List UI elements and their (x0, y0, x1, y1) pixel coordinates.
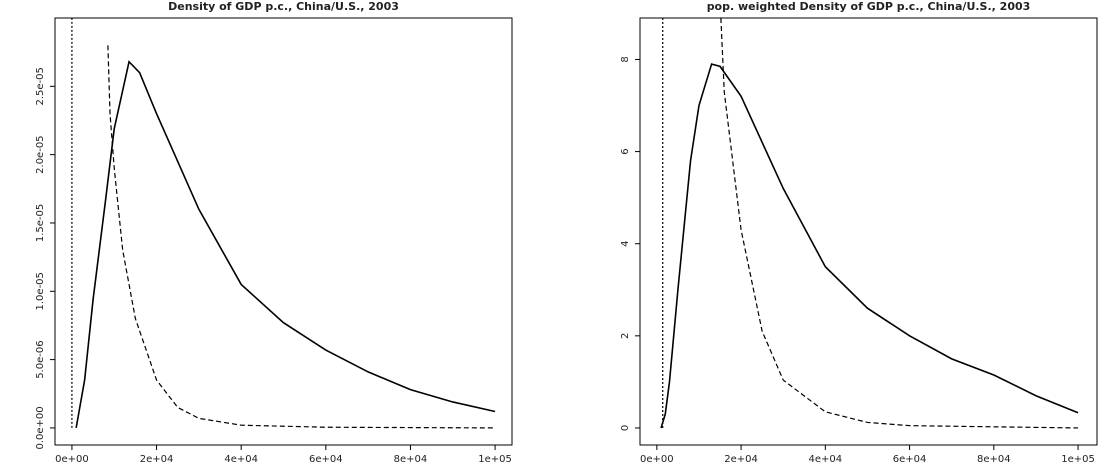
series-group (71, 18, 496, 429)
x-tick-label: 2e+04 (140, 454, 174, 465)
chart-title: pop. weighted Density of GDP p.c., China… (707, 0, 1031, 13)
chart-title: Density of GDP p.c., China/U.S., 2003 (168, 0, 399, 13)
x-tick-label: 0e+00 (55, 454, 89, 465)
y-tick-label: 0.0e+00 (35, 406, 46, 449)
y-tick-label: 1.0e-05 (35, 272, 46, 310)
x-tick-label: 1e+05 (1061, 454, 1095, 465)
y-tick-label: 6 (620, 148, 631, 154)
x-tick-label: 4e+04 (809, 454, 843, 465)
x-tick-label: 6e+04 (893, 454, 927, 465)
line-series (107, 45, 496, 429)
series-group (660, 18, 1079, 429)
y-tick-label: 0 (620, 425, 631, 431)
line-series (75, 60, 496, 429)
y-tick-label: 2.0e-05 (35, 135, 46, 173)
x-tick-label: 6e+04 (309, 454, 343, 465)
y-tick-label: 2.5e-05 (35, 67, 46, 105)
x-tick-label: 8e+04 (977, 454, 1011, 465)
plot-frame (54, 17, 513, 446)
x-tick-label: 8e+04 (394, 454, 428, 465)
line-series (720, 18, 1079, 429)
x-tick-label: 2e+04 (724, 454, 758, 465)
line-series (660, 63, 1079, 429)
plot: Density of GDP p.c., China/U.S., 2003 0e+… (35, 0, 513, 465)
plot-frame (639, 17, 1098, 446)
y-tick-label: 8 (620, 56, 631, 62)
x-tick-label: 0e+00 (640, 454, 674, 465)
plot: pop. weighted Density of GDP p.c., China… (620, 0, 1098, 465)
y-tick-label: 4 (620, 241, 631, 247)
y-tick-label: 1.5e-05 (35, 204, 46, 242)
x-tick-label: 1e+05 (478, 454, 512, 465)
y-tick-label: 5.0e-06 (35, 340, 46, 378)
x-tick-label: 4e+04 (224, 454, 258, 465)
y-tick-label: 2 (620, 333, 631, 339)
